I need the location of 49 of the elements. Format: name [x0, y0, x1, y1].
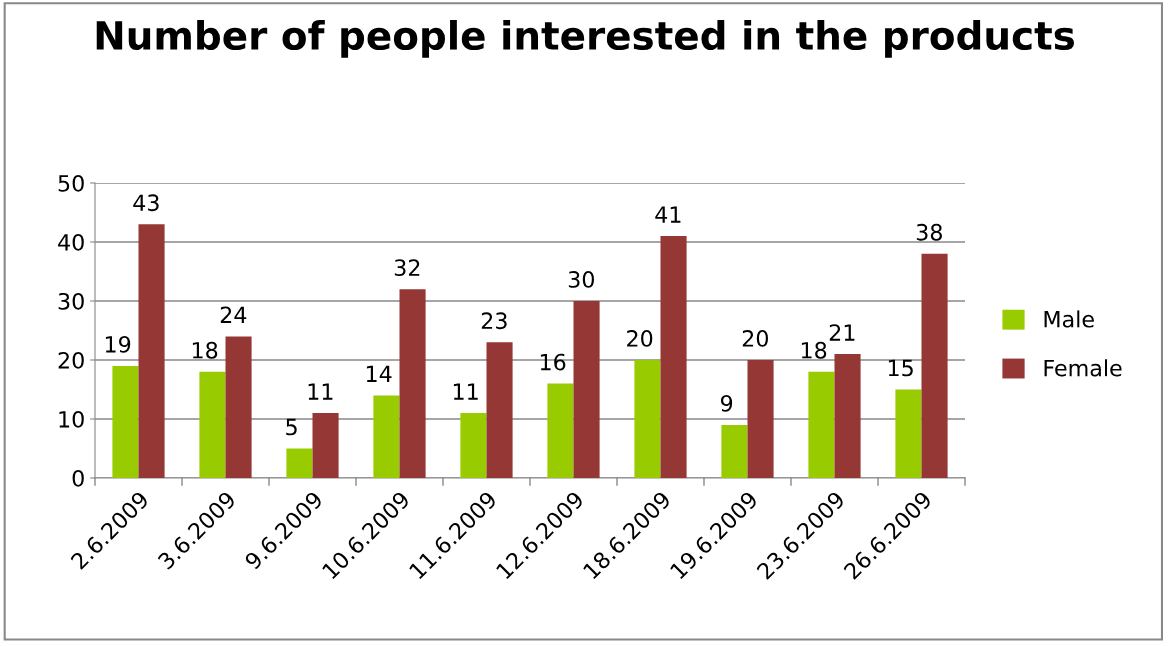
data-label: 41 [655, 206, 681, 223]
data-label: 30 [568, 271, 594, 288]
bar [547, 383, 574, 478]
data-label: 21 [829, 324, 855, 341]
bar [286, 448, 313, 478]
data-label: 18 [801, 341, 827, 359]
bar [486, 342, 513, 478]
bar [138, 224, 165, 478]
data-label: 24 [220, 306, 247, 323]
data-label: 18 [192, 341, 218, 359]
data-label: 14 [366, 365, 392, 382]
data-label: 20 [742, 330, 768, 347]
bar [634, 360, 661, 478]
y-tick-label: 20 [58, 351, 84, 369]
bar [399, 289, 426, 478]
chart-title: Number of people interested in the products [96, 20, 1075, 58]
data-label: 43 [133, 194, 159, 212]
legend-label: Male [1044, 310, 1094, 328]
y-tick-label: 30 [58, 292, 84, 310]
bar [721, 424, 748, 478]
bar [660, 236, 687, 478]
legend-label: Female [1044, 359, 1122, 377]
data-label: 15 [888, 359, 913, 377]
bar [312, 413, 339, 478]
data-label: 16 [540, 353, 566, 371]
data-label: 11 [453, 383, 478, 400]
bar [112, 365, 139, 478]
data-label: 19 [105, 335, 131, 353]
y-tick-label: 0 [72, 469, 84, 487]
data-label: 11 [308, 383, 333, 400]
bar [921, 253, 948, 478]
data-label: 9 [720, 394, 733, 412]
bar [808, 371, 835, 478]
data-label: 5 [286, 418, 297, 436]
bar [834, 354, 861, 478]
y-tick-label: 40 [58, 233, 84, 251]
bar [225, 336, 252, 478]
bar [460, 413, 487, 478]
data-label: 38 [916, 223, 942, 241]
bar [199, 371, 226, 478]
bar [373, 395, 400, 478]
y-tick-label: 10 [59, 410, 84, 428]
data-label: 32 [394, 259, 420, 277]
bar [573, 301, 600, 478]
bar [747, 360, 774, 478]
y-tick-label: 50 [58, 174, 84, 192]
bar [895, 389, 922, 478]
data-label: 20 [627, 330, 653, 347]
data-label: 23 [481, 312, 507, 330]
